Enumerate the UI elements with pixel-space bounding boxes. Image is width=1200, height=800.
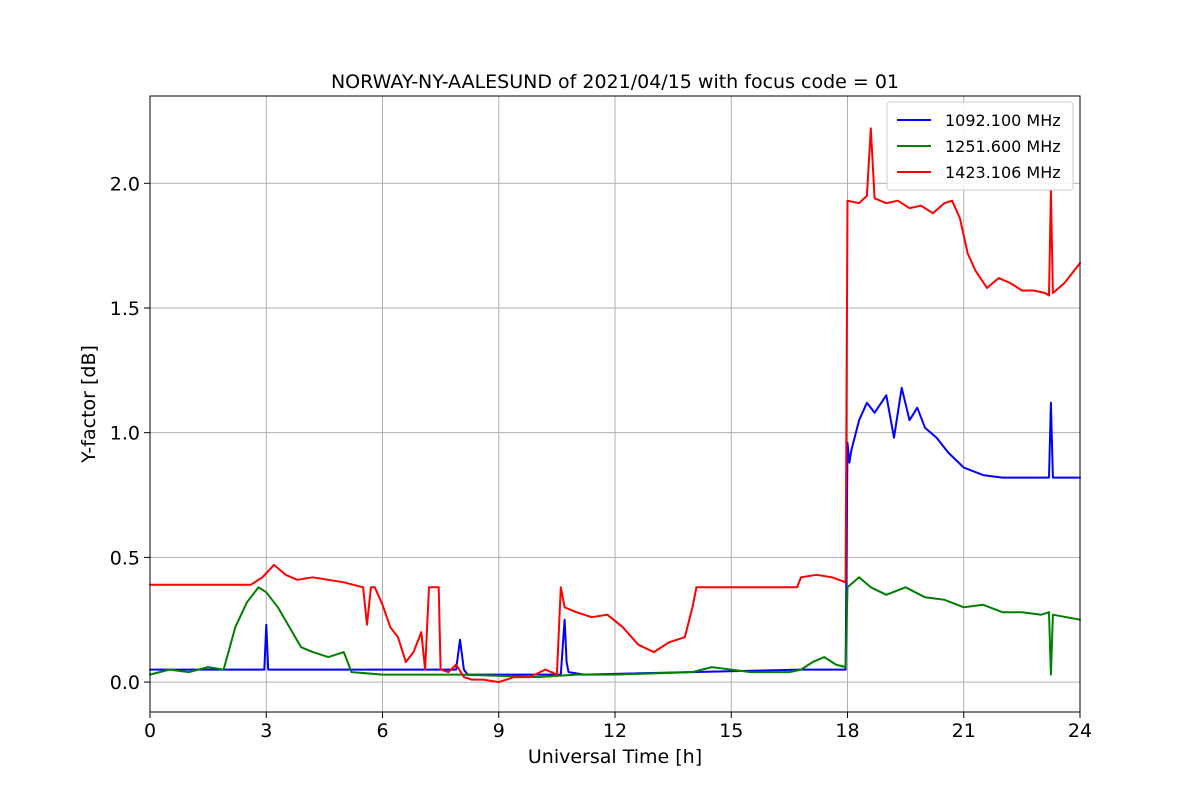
chart-title: NORWAY-NY-AALESUND of 2021/04/15 with fo… xyxy=(331,71,899,93)
x-tick-label: 12 xyxy=(603,720,627,742)
x-tick-label: 9 xyxy=(493,720,505,742)
x-tick-label: 24 xyxy=(1068,720,1092,742)
y-tick-label: 0.0 xyxy=(110,672,140,694)
x-tick-label: 6 xyxy=(376,720,388,742)
legend: 1092.100 MHz 1251.600 MHz 1423.106 MHz xyxy=(886,101,1074,191)
x-tick-label: 21 xyxy=(952,720,976,742)
y-tick-label: 0.5 xyxy=(110,547,140,569)
legend-entry: 1092.100 MHz xyxy=(945,111,1061,130)
legend-entry: 1251.600 MHz xyxy=(945,137,1061,156)
series-line-1423-106-mhz xyxy=(149,127,1081,684)
x-tick-label: 18 xyxy=(835,720,859,742)
series-layer xyxy=(149,127,1081,684)
series-line-1251-600-mhz xyxy=(149,576,1081,679)
x-axis-label: Universal Time [h] xyxy=(528,746,702,768)
x-tick-label: 3 xyxy=(260,720,272,742)
y-axis-label: Y-factor [dB] xyxy=(78,345,100,464)
legend-box xyxy=(886,101,1074,191)
x-tick-label: 15 xyxy=(719,720,743,742)
tick-layer: 0 3 6 9 12 15 18 21 24 0.0 0.5 1.0 1.5 2.0 xyxy=(110,173,1092,742)
y-tick-label: 1.5 xyxy=(110,298,140,320)
x-tick-label: 0 xyxy=(144,720,156,742)
legend-entry: 1423.106 MHz xyxy=(945,163,1061,182)
y-tick-label: 2.0 xyxy=(110,173,140,195)
y-tick-label: 1.0 xyxy=(110,423,140,445)
